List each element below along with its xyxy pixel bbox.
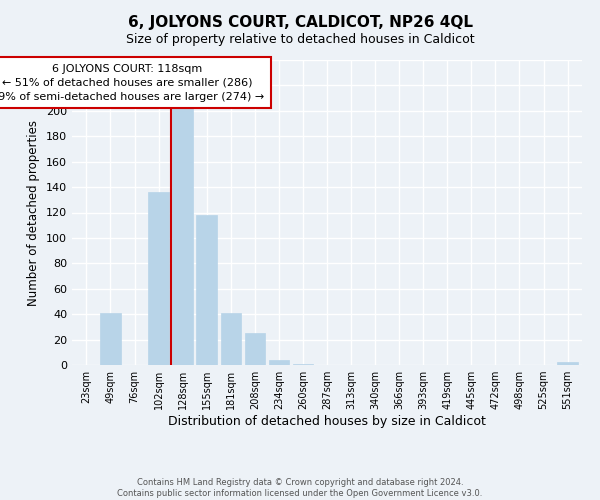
Bar <box>557 362 578 365</box>
Text: Size of property relative to detached houses in Caldicot: Size of property relative to detached ho… <box>125 32 475 46</box>
Bar <box>245 333 265 365</box>
Bar <box>196 215 217 365</box>
Bar <box>148 192 169 365</box>
Bar <box>172 107 193 365</box>
Bar <box>269 360 289 365</box>
Bar <box>221 313 241 365</box>
Text: 6 JOLYONS COURT: 118sqm
← 51% of detached houses are smaller (286)
49% of semi-d: 6 JOLYONS COURT: 118sqm ← 51% of detache… <box>0 64 264 102</box>
X-axis label: Distribution of detached houses by size in Caldicot: Distribution of detached houses by size … <box>168 415 486 428</box>
Y-axis label: Number of detached properties: Number of detached properties <box>28 120 40 306</box>
Bar <box>100 313 121 365</box>
Text: Contains HM Land Registry data © Crown copyright and database right 2024.
Contai: Contains HM Land Registry data © Crown c… <box>118 478 482 498</box>
Text: 6, JOLYONS COURT, CALDICOT, NP26 4QL: 6, JOLYONS COURT, CALDICOT, NP26 4QL <box>128 15 473 30</box>
Bar <box>293 364 313 365</box>
